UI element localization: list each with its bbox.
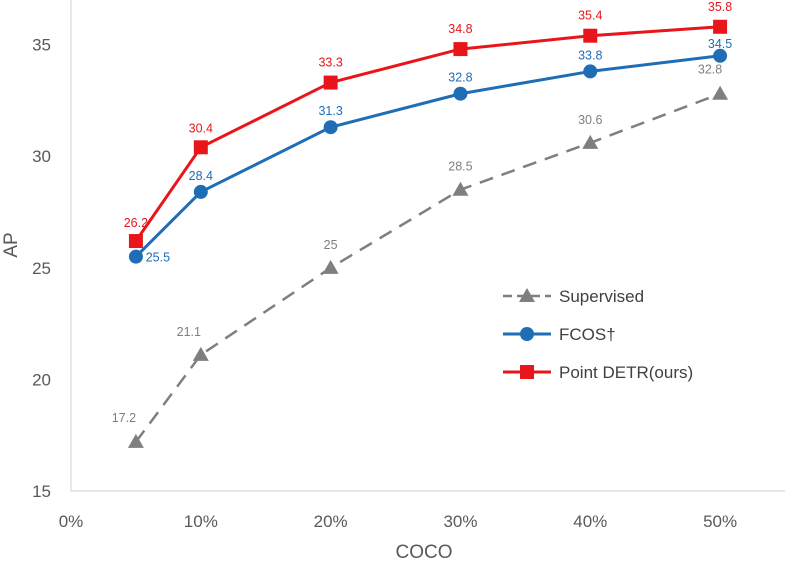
data-label: 35.8: [708, 0, 732, 14]
x-tick-label: 10%: [184, 512, 218, 531]
data-label: 30.4: [189, 121, 213, 135]
legend-marker-0: [519, 288, 535, 302]
x-tick-label: 0%: [59, 512, 84, 531]
y-tick-label: 35: [32, 36, 51, 55]
series-2-point: [453, 42, 468, 57]
x-tick-label: 40%: [573, 512, 607, 531]
data-label: 21.1: [177, 325, 201, 339]
y-tick-label: 15: [32, 482, 51, 501]
series-0-point: [712, 85, 729, 100]
series-2-point: [583, 28, 598, 43]
data-label: 28.4: [189, 169, 213, 183]
series-1-point: [323, 120, 338, 135]
series-0-point: [322, 259, 339, 274]
legend-marker-2: [520, 365, 534, 379]
data-label: 34.5: [708, 37, 732, 51]
data-label: 30.6: [578, 113, 602, 127]
series-0-point: [452, 181, 469, 196]
series-lines: [134, 25, 721, 443]
x-tick-label: 30%: [443, 512, 477, 531]
series-1-point: [583, 64, 598, 79]
y-tick-label: 20: [32, 370, 51, 389]
data-label: 33.3: [318, 56, 342, 70]
data-label: 28.5: [448, 160, 472, 174]
series-line-0: [134, 92, 721, 443]
series-1-point: [128, 249, 143, 264]
legend: Supervised FCOS† Point DETR(ours): [503, 287, 693, 382]
data-label: 31.3: [318, 104, 342, 118]
x-tick-label: 20%: [314, 512, 348, 531]
series-0-point: [192, 346, 209, 361]
series-line-1: [134, 54, 721, 258]
data-label: 25.5: [146, 251, 170, 265]
axes: [70, 0, 785, 492]
x-tick-label: 50%: [703, 512, 737, 531]
series-2-point: [323, 75, 338, 90]
tick-labels: 15 20 25 30 35 0% 10% 20% 30% 40% 50%: [32, 36, 737, 531]
legend-marker-1: [520, 327, 534, 341]
data-label: 32.8: [448, 71, 472, 85]
legend-label: Supervised: [559, 287, 644, 306]
series-1-point: [713, 48, 728, 63]
y-tick-label: 30: [32, 147, 51, 166]
data-label: 32.8: [698, 63, 722, 77]
data-label: 26.2: [124, 216, 148, 230]
data-label: 25: [324, 238, 338, 252]
series-2-point: [128, 234, 143, 249]
data-labels: 17.2 21.1 25 28.5 30.6 32.8 25.5 28.4 31.3 32.8 33…: [112, 0, 733, 425]
legend-label: FCOS†: [559, 325, 616, 344]
series-1-point: [453, 86, 468, 101]
series-0-point: [127, 433, 144, 448]
data-label: 33.8: [578, 48, 602, 62]
y-tick-label: 25: [32, 259, 51, 278]
series-0-point: [582, 134, 599, 149]
series-2-point: [713, 19, 728, 34]
series-2-point: [193, 140, 208, 155]
legend-label: Point DETR(ours): [559, 363, 693, 382]
data-label: 35.4: [578, 9, 602, 23]
data-label: 17.2: [112, 411, 136, 425]
data-label: 34.8: [448, 22, 472, 36]
series-markers: [127, 19, 729, 448]
series-1-point: [193, 184, 208, 199]
y-axis-title: AP: [1, 232, 22, 257]
x-axis-title: COCO: [396, 542, 453, 563]
series-line-2: [134, 25, 721, 242]
